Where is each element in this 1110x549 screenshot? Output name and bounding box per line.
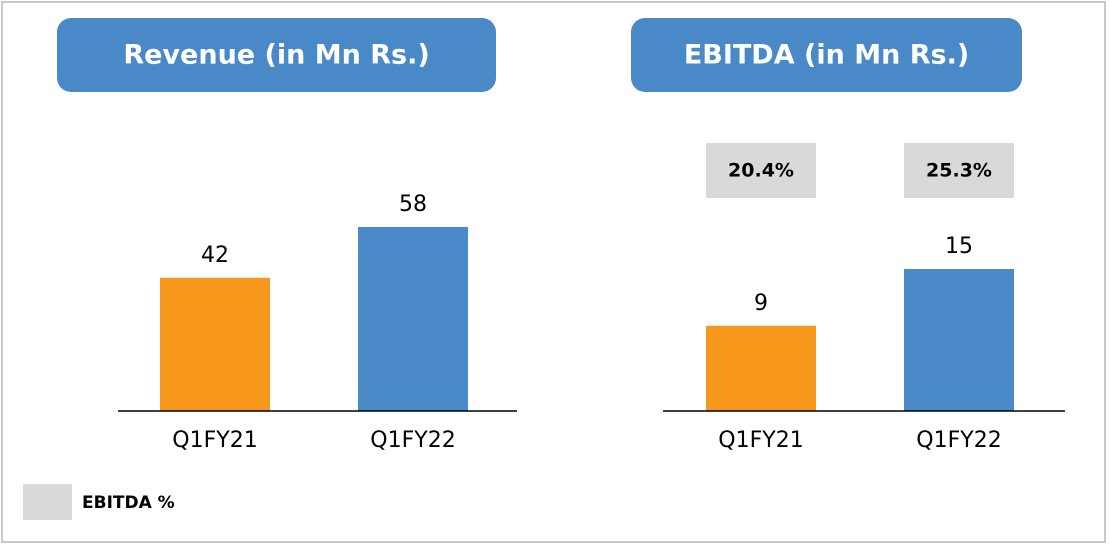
margin-box [706, 143, 816, 198]
value-label: 9 [754, 291, 768, 316]
legend-swatch [23, 484, 72, 520]
title-box [631, 18, 1022, 92]
margin-label: 25.3% [926, 160, 992, 182]
x-tick-label: Q1FY22 [916, 428, 1001, 453]
bar [904, 269, 1014, 411]
bar [706, 325, 816, 411]
title-box [57, 18, 496, 92]
value-label: 15 [945, 234, 973, 259]
margin-label: 20.4% [728, 160, 794, 182]
x-tick-label: Q1FY21 [172, 428, 257, 453]
chart-title: Revenue (in Mn Rs.) [123, 40, 429, 71]
x-tick-label: Q1FY21 [718, 428, 803, 453]
chart-title: EBITDA (in Mn Rs.) [684, 40, 969, 71]
bar [160, 277, 270, 411]
margin-box [904, 143, 1014, 198]
legend-label: EBITDA % [82, 493, 175, 513]
bar [358, 227, 468, 411]
x-tick-label: Q1FY22 [370, 428, 455, 453]
value-label: 42 [201, 243, 229, 268]
value-label: 58 [399, 192, 427, 217]
